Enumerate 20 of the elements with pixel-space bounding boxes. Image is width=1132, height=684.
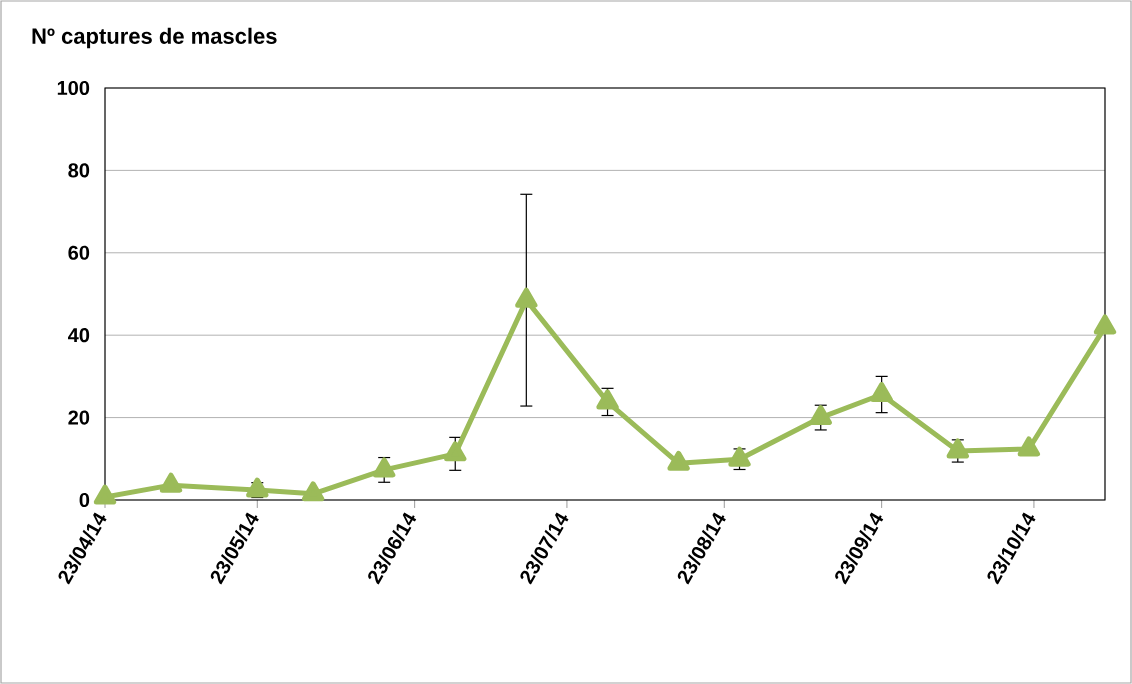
y-tick-label: 20 [68,410,90,425]
point [809,405,832,426]
point [159,472,183,493]
point [1093,314,1117,335]
point [444,441,467,462]
point [515,287,538,308]
point [870,382,893,403]
y-tick-label: 40 [68,328,90,343]
point [1017,436,1041,457]
point [373,457,396,478]
y-tick-label: 80 [68,163,90,178]
chart-title: Nº captures de mascles [32,27,277,49]
y-tick-label: 100 [57,80,90,96]
point [93,484,117,505]
y-tick-label: 60 [68,245,90,260]
point [246,477,269,498]
point [667,450,690,471]
point [301,481,325,502]
y-tick-label: 0 [79,492,90,508]
point [946,438,969,459]
